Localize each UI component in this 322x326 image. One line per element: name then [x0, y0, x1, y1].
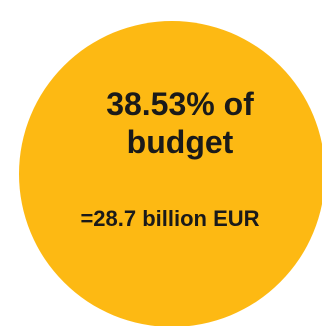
budget-share-circle	[19, 21, 322, 326]
budget-share-label: budget	[126, 124, 234, 160]
budget-share-headline: 38.53% of budget	[40, 85, 320, 161]
budget-share-amount: =28.7 billion EUR	[80, 206, 260, 231]
budget-share-percentage: 38.53% of	[106, 86, 254, 122]
